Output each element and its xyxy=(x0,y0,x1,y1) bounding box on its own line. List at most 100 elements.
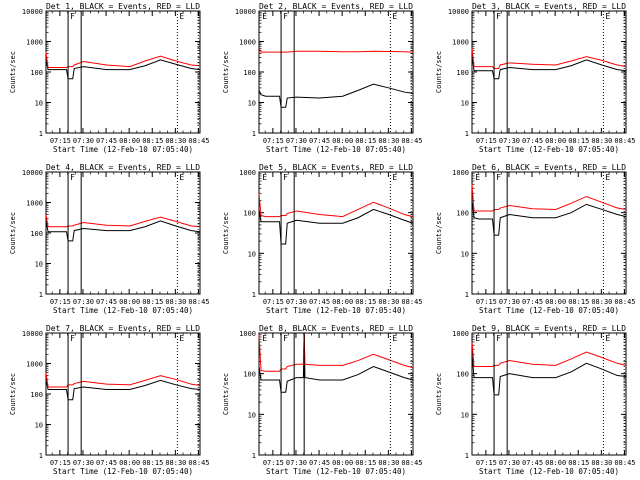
y-tick-label: 1 xyxy=(39,291,43,299)
x-tick-label: 07:15 xyxy=(50,459,71,467)
x-tick-label: 08:45 xyxy=(188,459,209,467)
x-tick-label: 08:00 xyxy=(332,137,353,145)
x-tick-label: 08:00 xyxy=(545,137,566,145)
x-tick-label: 07:30 xyxy=(286,298,307,306)
x-tick-label: 08:30 xyxy=(165,459,186,467)
y-tick-label: 100 xyxy=(30,69,43,77)
x-tick-label: 07:15 xyxy=(50,137,71,145)
x-tick-label: 08:45 xyxy=(188,137,209,145)
plot-frame xyxy=(258,171,414,295)
x-tick-label: 08:30 xyxy=(591,459,612,467)
y-tick-label: 10000 xyxy=(22,169,43,177)
y-tick-label: 10000 xyxy=(235,8,256,16)
plot-frame xyxy=(471,332,627,456)
y-axis-label: Counts/sec xyxy=(9,51,17,93)
x-tick-label: 07:15 xyxy=(263,137,284,145)
marker-label: F xyxy=(496,12,501,21)
marker-label: E xyxy=(179,12,184,21)
panel-title: Det 2, BLACK = Events, RED = LLD xyxy=(259,2,413,11)
y-tick-label: 100 xyxy=(243,69,256,77)
x-tick-label: 07:30 xyxy=(499,298,520,306)
y-tick-label: 10000 xyxy=(448,8,469,16)
x-tick-label: 08:30 xyxy=(378,298,399,306)
y-axis-label: Counts/sec xyxy=(9,373,17,415)
x-tick-label: 07:15 xyxy=(263,459,284,467)
x-axis-label: Start Time (12-Feb-10 07:05:40) xyxy=(266,306,406,315)
x-tick-label: 08:15 xyxy=(355,137,376,145)
y-tick-label: 10000 xyxy=(22,8,43,16)
x-tick-label: 08:30 xyxy=(165,137,186,145)
y-tick-label: 1 xyxy=(39,130,43,138)
y-axis-label: Counts/sec xyxy=(222,373,230,415)
x-tick-label: 08:30 xyxy=(378,459,399,467)
y-tick-label: 10 xyxy=(35,100,43,108)
x-tick-label: 07:45 xyxy=(522,459,543,467)
panel-det-2: Det 2, BLACK = Events, RED = LLD Start Ti… xyxy=(222,2,423,154)
y-axis-label: Counts/sec xyxy=(222,51,230,93)
x-tick-label: 08:00 xyxy=(332,459,353,467)
y-axis-label: Counts/sec xyxy=(435,212,443,254)
plot-frame xyxy=(471,171,627,295)
plot-frame xyxy=(258,10,414,134)
y-tick-label: 1000 xyxy=(239,169,256,177)
plot-frame xyxy=(45,171,201,295)
y-tick-label: 100 xyxy=(243,210,256,218)
series-line-lld xyxy=(471,341,627,368)
series-line-lld xyxy=(258,332,414,372)
x-tick-label: 08:15 xyxy=(568,298,589,306)
x-tick-label: 07:45 xyxy=(309,298,330,306)
series-line-lld xyxy=(45,52,201,69)
x-tick-label: 08:45 xyxy=(614,137,635,145)
panel-det-4: Det 4, BLACK = Events, RED = LLD Start Ti… xyxy=(9,163,210,315)
x-axis-label: Start Time (12-Feb-10 07:05:40) xyxy=(479,145,619,154)
marker-label: E xyxy=(262,334,267,343)
series-line-lld xyxy=(471,48,627,70)
y-tick-label: 1000 xyxy=(239,330,256,338)
y-axis-label: Counts/sec xyxy=(435,373,443,415)
x-tick-label: 08:45 xyxy=(401,459,422,467)
y-tick-label: 1 xyxy=(465,452,469,460)
x-tick-label: 08:00 xyxy=(545,459,566,467)
x-tick-label: 07:30 xyxy=(73,298,94,306)
x-tick-label: 08:00 xyxy=(119,137,140,145)
series-line-lld xyxy=(258,193,414,218)
plot-frame xyxy=(258,332,414,456)
x-tick-label: 08:15 xyxy=(355,459,376,467)
x-tick-label: 08:30 xyxy=(165,298,186,306)
marker-label: F xyxy=(496,334,501,343)
y-tick-label: 1000 xyxy=(452,39,469,47)
y-axis-label: Counts/sec xyxy=(222,212,230,254)
x-tick-label: 08:00 xyxy=(119,459,140,467)
x-tick-label: 08:30 xyxy=(591,298,612,306)
x-tick-label: 08:00 xyxy=(119,298,140,306)
panel-title: Det 9, BLACK = Events, RED = LLD xyxy=(472,324,626,333)
y-tick-label: 1000 xyxy=(26,361,43,369)
series-line-lld xyxy=(471,184,627,212)
panel-det-7: Det 7, BLACK = Events, RED = LLD Start Ti… xyxy=(9,324,210,476)
y-tick-label: 1 xyxy=(465,130,469,138)
x-axis-label: Start Time (12-Feb-10 07:05:40) xyxy=(53,145,193,154)
marker-label: E xyxy=(605,334,610,343)
marker-label: E xyxy=(475,173,480,182)
y-tick-label: 1 xyxy=(252,291,256,299)
y-tick-label: 1 xyxy=(252,130,256,138)
marker-label: E xyxy=(605,12,610,21)
y-tick-label: 10 xyxy=(461,411,469,419)
series-line-lld xyxy=(258,48,414,53)
panel-title: Det 4, BLACK = Events, RED = LLD xyxy=(46,163,200,172)
y-tick-label: 10 xyxy=(461,250,469,258)
x-tick-label: 07:30 xyxy=(73,459,94,467)
x-tick-label: 07:15 xyxy=(263,298,284,306)
y-tick-label: 1 xyxy=(252,452,256,460)
series-line-events xyxy=(471,200,627,236)
marker-label: E xyxy=(392,173,397,182)
x-tick-label: 08:15 xyxy=(142,298,163,306)
marker-label: F xyxy=(70,12,75,21)
panel-title: Det 3, BLACK = Events, RED = LLD xyxy=(472,2,626,11)
y-tick-label: 100 xyxy=(456,371,469,379)
x-tick-label: 07:45 xyxy=(96,298,117,306)
y-axis-label: Counts/sec xyxy=(435,51,443,93)
marker-label: F xyxy=(70,173,75,182)
y-tick-label: 1000 xyxy=(26,200,43,208)
y-tick-label: 1 xyxy=(39,452,43,460)
